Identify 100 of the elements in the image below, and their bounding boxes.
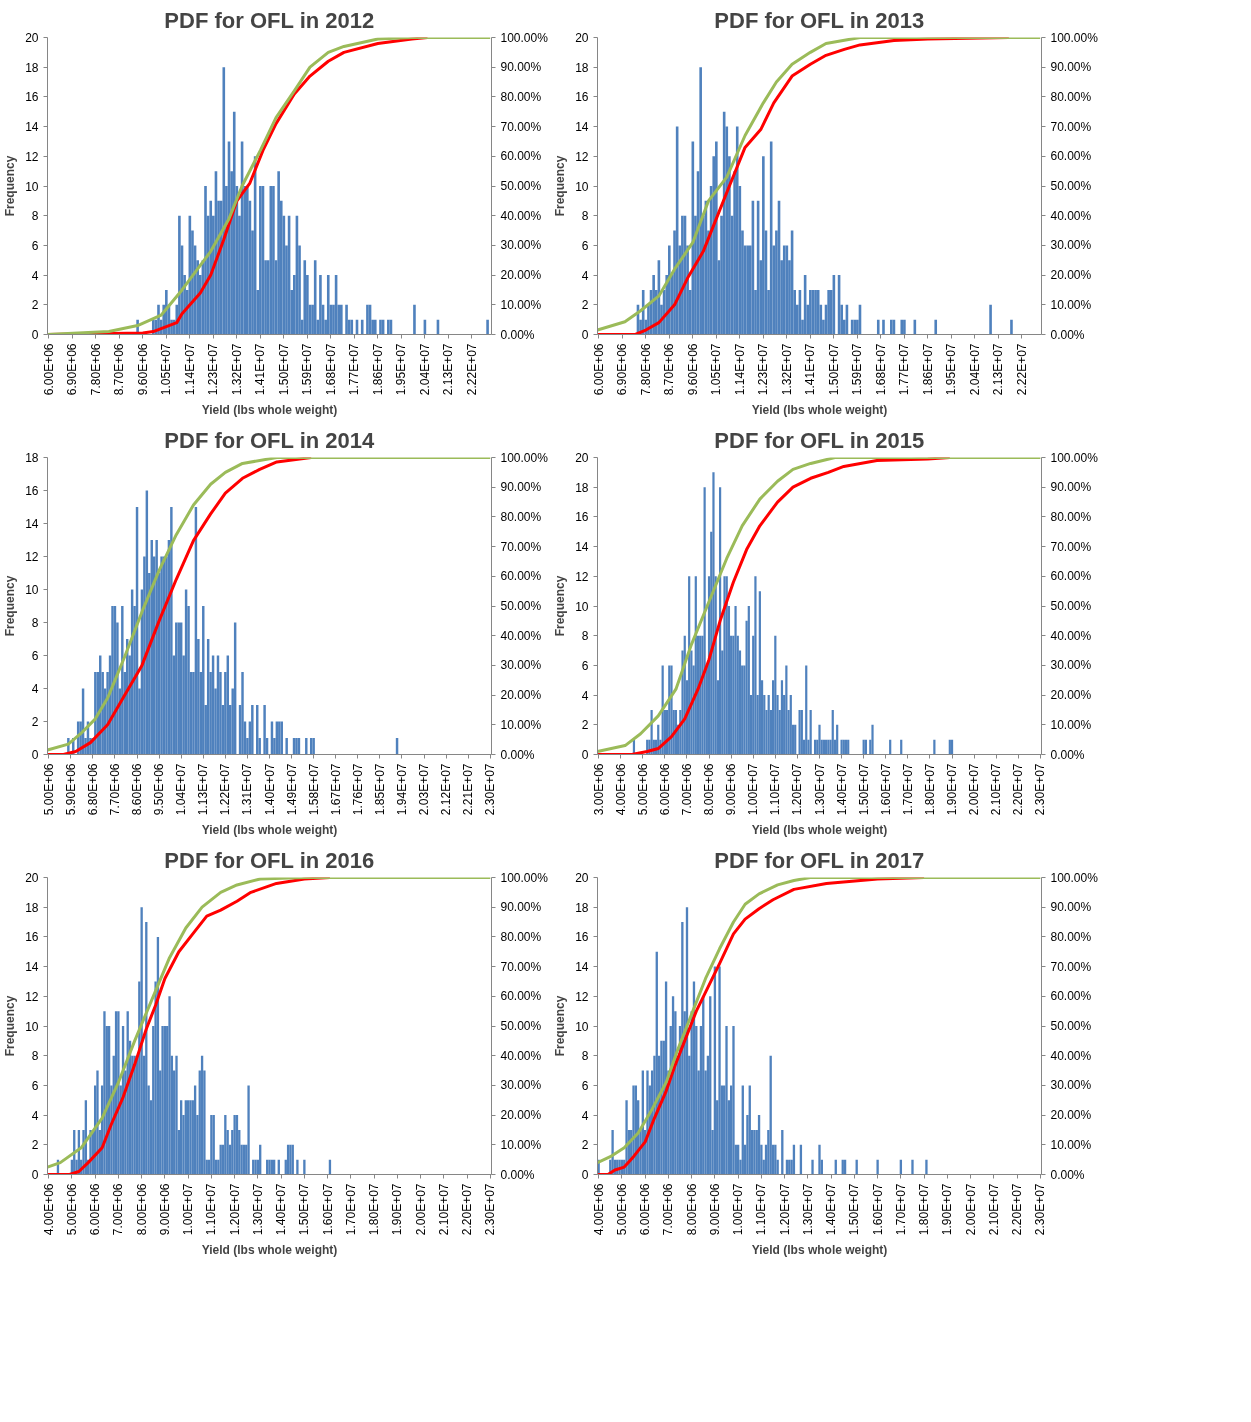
y2-tick-label: 10.00% bbox=[500, 297, 542, 312]
y-tick-label: 2 bbox=[581, 718, 589, 733]
y-tick-label: 0 bbox=[31, 748, 39, 762]
y-tick-label: 10 bbox=[25, 583, 39, 597]
y-tick-label: 8 bbox=[581, 629, 589, 644]
x-tick-label: 2.04E+07 bbox=[967, 343, 982, 396]
x-tick-label: 2.00E+07 bbox=[413, 1183, 428, 1236]
y-tick-label: 16 bbox=[575, 930, 589, 945]
x-axis-title: Yield (lbs whole weight) bbox=[751, 403, 888, 418]
x-tick-label: 2.22E+07 bbox=[1014, 343, 1029, 396]
y2-tick-label: 30.00% bbox=[500, 1078, 542, 1093]
y-tick-label: 12 bbox=[25, 550, 39, 564]
x-tick-label: 2.20E+07 bbox=[460, 1183, 475, 1236]
y2-tick-label: 0.00% bbox=[1050, 747, 1085, 762]
x-tick-label: 1.77E+07 bbox=[897, 343, 912, 396]
x-tick-label: 2.21E+07 bbox=[461, 763, 476, 816]
y2-tick-label: 30.00% bbox=[1050, 238, 1092, 253]
x-tick-label: 6.90E+06 bbox=[615, 343, 630, 396]
y2-tick-label: 100.00% bbox=[500, 450, 549, 465]
y-axis-title: Frequency bbox=[553, 575, 568, 637]
y-tick-label: 2 bbox=[31, 298, 39, 313]
x-tick-label: 7.00E+06 bbox=[111, 1183, 126, 1236]
y-tick-label: 2 bbox=[31, 1138, 39, 1153]
x-tick-label: 1.90E+07 bbox=[940, 1183, 955, 1236]
x-tick-label: 2.13E+07 bbox=[441, 343, 456, 396]
x-tick-label: 1.32E+07 bbox=[779, 343, 794, 396]
x-tick-label: 2.30E+07 bbox=[483, 763, 498, 816]
y2-tick-label: 90.00% bbox=[1050, 60, 1092, 75]
x-tick-label: 1.23E+07 bbox=[756, 343, 771, 396]
x-tick-label: 1.68E+07 bbox=[323, 343, 338, 396]
y2-tick-label: 20.00% bbox=[1050, 1108, 1092, 1123]
x-tick-label: 1.86E+07 bbox=[920, 343, 935, 396]
y-tick-label: 14 bbox=[575, 960, 589, 975]
y2-tick-label: 40.00% bbox=[1050, 208, 1092, 223]
y2-tick-label: 60.00% bbox=[500, 149, 542, 164]
y2-tick-label: 70.00% bbox=[1050, 539, 1092, 554]
y-tick-label: 8 bbox=[31, 616, 39, 630]
x-tick-label: 8.00E+06 bbox=[134, 1183, 149, 1236]
y2-tick-label: 80.00% bbox=[1050, 509, 1092, 524]
y2-tick-label: 60.00% bbox=[1050, 989, 1092, 1004]
y2-tick-label: 60.00% bbox=[1050, 569, 1092, 584]
x-tick-label: 1.67E+07 bbox=[328, 763, 343, 816]
y2-tick-label: 20.00% bbox=[500, 1108, 542, 1123]
chart-title: PDF for OFL in 2017 bbox=[714, 847, 925, 873]
y2-tick-label: 90.00% bbox=[1050, 900, 1092, 915]
y2-tick-label: 0.00% bbox=[500, 1167, 535, 1182]
x-tick-label: 7.80E+06 bbox=[638, 343, 653, 396]
x-tick-label: 6.00E+06 bbox=[41, 343, 56, 396]
x-tick-label: 9.00E+06 bbox=[707, 1183, 722, 1236]
x-tick-label: 1.20E+07 bbox=[227, 1183, 242, 1236]
x-tick-label: 2.30E+07 bbox=[483, 1183, 498, 1236]
x-tick-label: 6.90E+06 bbox=[65, 343, 80, 396]
chart-title: PDF for OFL in 2015 bbox=[714, 427, 925, 453]
y2-tick-label: 90.00% bbox=[500, 60, 542, 75]
y-tick-label: 12 bbox=[575, 149, 589, 164]
y-tick-label: 8 bbox=[31, 1049, 39, 1064]
y-tick-label: 4 bbox=[581, 1108, 589, 1123]
y-tick-label: 10 bbox=[575, 1019, 589, 1034]
y-tick-label: 14 bbox=[25, 120, 39, 135]
x-tick-label: 2.00E+07 bbox=[967, 763, 982, 816]
x-tick-label: 2.00E+07 bbox=[963, 1183, 978, 1236]
y-tick-label: 0 bbox=[581, 748, 589, 762]
y-tick-label: 12 bbox=[575, 989, 589, 1004]
x-tick-label: 1.22E+07 bbox=[218, 763, 233, 816]
x-tick-label: 2.20E+07 bbox=[1010, 1183, 1025, 1236]
x-tick-label: 1.40E+07 bbox=[834, 763, 849, 816]
y2-tick-label: 50.00% bbox=[500, 1019, 542, 1033]
y-tick-label: 18 bbox=[25, 60, 39, 75]
x-tick-label: 6.00E+06 bbox=[88, 1183, 103, 1236]
y-tick-label: 14 bbox=[575, 120, 589, 135]
y-tick-label: 6 bbox=[31, 649, 39, 663]
x-tick-label: 1.40E+07 bbox=[262, 763, 277, 816]
x-tick-label: 9.60E+06 bbox=[135, 343, 150, 396]
x-tick-label: 6.80E+06 bbox=[85, 763, 100, 816]
y-tick-label: 16 bbox=[25, 484, 39, 498]
y-tick-label: 8 bbox=[581, 1049, 589, 1064]
y2-tick-label: 70.00% bbox=[500, 959, 542, 974]
x-tick-label: 5.00E+06 bbox=[41, 763, 56, 816]
x-axis-title: Yield (lbs whole weight) bbox=[201, 1243, 338, 1258]
x-tick-label: 1.50E+07 bbox=[847, 1183, 862, 1236]
y-tick-label: 18 bbox=[575, 900, 589, 915]
y-tick-label: 18 bbox=[575, 60, 589, 75]
y-tick-label: 20 bbox=[575, 31, 589, 45]
y2-tick-label: 20.00% bbox=[1050, 688, 1092, 703]
y-tick-label: 12 bbox=[25, 149, 39, 164]
x-tick-label: 1.41E+07 bbox=[803, 343, 818, 396]
x-tick-label: 1.50E+07 bbox=[856, 763, 871, 816]
y2-tick-label: 40.00% bbox=[500, 628, 542, 643]
y-tick-label: 14 bbox=[25, 517, 39, 531]
y2-tick-label: 30.00% bbox=[500, 658, 542, 673]
x-tick-label: 1.58E+07 bbox=[306, 763, 321, 816]
x-tick-label: 5.00E+06 bbox=[614, 1183, 629, 1236]
y-tick-label: 20 bbox=[575, 451, 589, 465]
x-tick-label: 8.00E+06 bbox=[684, 1183, 699, 1236]
x-tick-label: 2.30E+07 bbox=[1033, 1183, 1048, 1236]
y-tick-label: 6 bbox=[31, 1078, 39, 1093]
x-tick-label: 1.50E+07 bbox=[276, 343, 291, 396]
x-tick-label: 1.23E+07 bbox=[206, 343, 221, 396]
x-tick-label: 1.40E+07 bbox=[824, 1183, 839, 1236]
chart-title: PDF for OFL in 2016 bbox=[164, 847, 375, 873]
